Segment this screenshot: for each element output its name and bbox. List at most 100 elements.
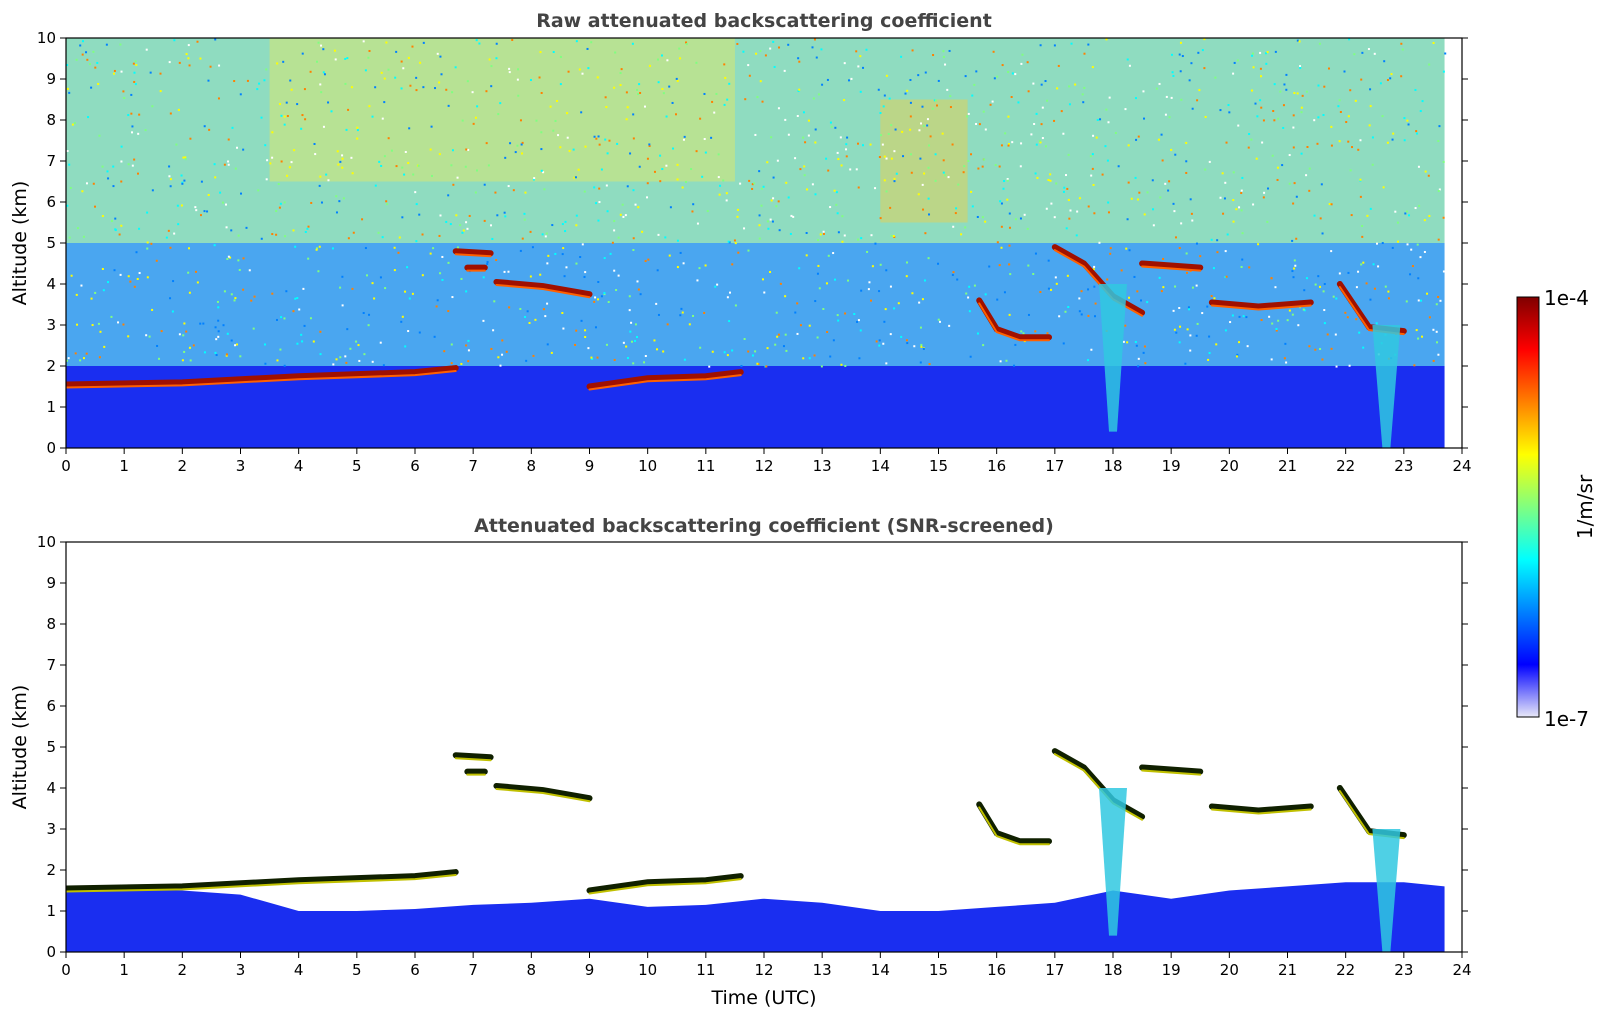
- noise-speckle: [245, 226, 248, 229]
- noise-speckle: [231, 126, 234, 129]
- noise-speckle: [632, 237, 635, 240]
- noise-speckle: [300, 333, 303, 336]
- noise-speckle: [407, 330, 410, 333]
- x-tick-label: 20: [1220, 961, 1239, 979]
- noise-speckle: [1191, 219, 1194, 222]
- noise-speckle: [1080, 290, 1083, 293]
- noise-speckle: [371, 360, 374, 363]
- noise-speckle: [1323, 309, 1326, 312]
- noise-speckle: [1262, 196, 1265, 199]
- cloud-layer: [1208, 299, 1314, 310]
- noise-speckle: [835, 191, 838, 194]
- noise-speckle: [1120, 269, 1123, 272]
- noise-speckle: [227, 163, 230, 166]
- noise-speckle: [859, 55, 862, 58]
- noise-speckle: [1330, 347, 1333, 350]
- noise-speckle: [1347, 271, 1350, 274]
- noise-speckle: [317, 270, 320, 273]
- noise-speckle: [865, 48, 868, 51]
- noise-speckle: [1142, 351, 1145, 354]
- noise-speckle: [408, 127, 411, 130]
- noise-speckle: [559, 146, 562, 149]
- noise-speckle: [1109, 247, 1112, 250]
- noise-speckle: [1343, 70, 1346, 73]
- noise-speckle: [1251, 54, 1254, 57]
- noise-speckle: [847, 79, 850, 82]
- noise-speckle: [345, 361, 348, 364]
- noise-speckle: [1067, 198, 1070, 201]
- noise-speckle: [306, 227, 309, 230]
- noise-speckle: [1273, 119, 1276, 122]
- noise-speckle: [285, 101, 288, 104]
- noise-speckle: [456, 246, 459, 249]
- noise-speckle: [1300, 106, 1303, 109]
- noise-speckle: [794, 157, 797, 160]
- noise-speckle: [942, 50, 945, 53]
- noise-speckle: [1178, 247, 1181, 250]
- noise-speckle: [550, 351, 553, 354]
- noise-speckle: [1138, 191, 1141, 194]
- noise-speckle: [622, 215, 625, 218]
- noise-speckle: [429, 252, 432, 255]
- noise-speckle: [1106, 159, 1109, 162]
- noise-speckle: [497, 356, 500, 359]
- noise-speckle: [497, 113, 500, 116]
- noise-speckle: [715, 92, 718, 95]
- noise-speckle: [1292, 114, 1295, 117]
- noise-speckle: [180, 174, 183, 177]
- noise-speckle: [1259, 51, 1262, 54]
- noise-speckle: [75, 58, 78, 61]
- y-tick-label: 10: [37, 29, 56, 47]
- noise-speckle: [467, 148, 470, 151]
- noise-speckle: [516, 78, 519, 81]
- noise-speckle: [889, 206, 892, 209]
- noise-speckle: [607, 301, 610, 304]
- noise-speckle: [1362, 261, 1365, 264]
- noise-speckle: [1272, 109, 1275, 112]
- noise-speckle: [415, 89, 418, 92]
- noise-speckle: [695, 150, 698, 153]
- noise-speckle: [881, 143, 884, 146]
- noise-speckle: [1323, 322, 1326, 325]
- noise-speckle: [837, 231, 840, 234]
- noise-speckle: [581, 243, 584, 246]
- noise-speckle: [1321, 358, 1324, 361]
- noise-speckle: [401, 315, 404, 318]
- noise-speckle: [1417, 337, 1420, 340]
- noise-speckle: [999, 360, 1002, 363]
- noise-speckle: [387, 137, 390, 140]
- noise-speckle: [1078, 197, 1081, 200]
- noise-speckle: [514, 151, 517, 154]
- noise-speckle: [600, 295, 603, 298]
- noise-speckle: [942, 159, 945, 162]
- noise-speckle: [1308, 345, 1311, 348]
- noise-speckle: [584, 271, 587, 274]
- noise-speckle: [188, 291, 191, 294]
- noise-speckle: [1094, 302, 1097, 305]
- noise-speckle: [436, 52, 439, 55]
- noise-speckle: [546, 262, 549, 265]
- noise-speckle: [1122, 340, 1125, 343]
- noise-speckle: [1000, 246, 1003, 249]
- noise-speckle: [334, 58, 337, 61]
- noise-speckle: [967, 160, 970, 163]
- noise-speckle: [1299, 65, 1302, 68]
- noise-speckle: [1035, 143, 1038, 146]
- noise-speckle: [1238, 341, 1241, 344]
- noise-speckle: [1411, 265, 1414, 268]
- noise-speckle: [767, 227, 770, 230]
- noise-speckle: [184, 158, 187, 161]
- cloud-layer-edge: [1053, 249, 1144, 317]
- y-tick-label: 7: [46, 656, 56, 674]
- noise-speckle: [491, 237, 494, 240]
- noise-speckle: [521, 237, 524, 240]
- noise-speckle: [524, 191, 527, 194]
- noise-speckle: [292, 310, 295, 313]
- noise-speckle: [227, 138, 230, 141]
- noise-speckle: [1014, 73, 1017, 76]
- noise-speckle: [472, 122, 475, 125]
- noise-speckle: [356, 129, 359, 132]
- noise-speckle: [466, 80, 469, 83]
- noise-speckle: [1318, 42, 1321, 45]
- noise-speckle: [1419, 110, 1422, 113]
